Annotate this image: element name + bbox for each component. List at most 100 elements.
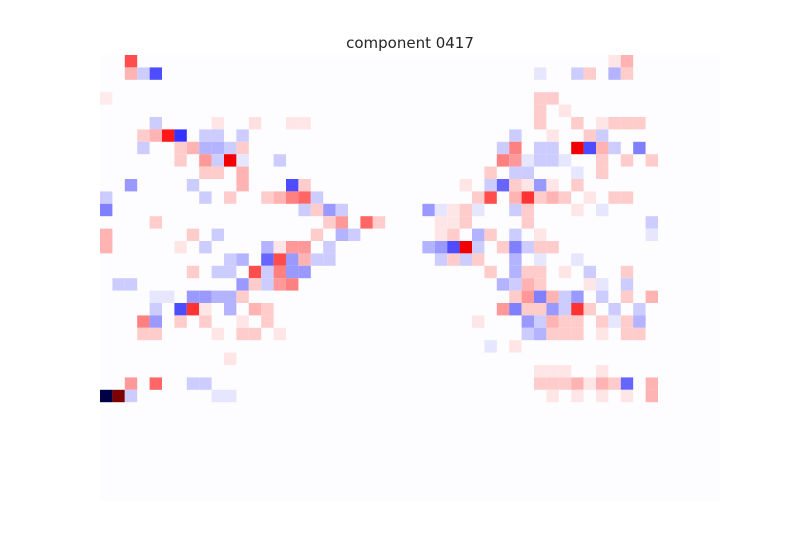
heatmap-cell-r9-c40 bbox=[596, 166, 609, 179]
heatmap-cell-r18-c15 bbox=[286, 278, 299, 291]
heatmap-cell-r26-c36 bbox=[546, 377, 559, 390]
heatmap-cell-r17-c10 bbox=[224, 265, 237, 279]
heatmap-cell-r15-c26 bbox=[422, 241, 435, 254]
heatmap-cell-r6-c4 bbox=[149, 129, 162, 142]
heatmap-cell-r8-c35 bbox=[534, 154, 547, 167]
heatmap-cell-r8-c8 bbox=[199, 154, 212, 167]
heatmap-cell-r15-c27 bbox=[434, 241, 448, 254]
heatmap-cell-r11-c42 bbox=[620, 191, 634, 204]
heatmap-cell-r8-c36 bbox=[546, 154, 559, 167]
heatmap-cell-r11-c17 bbox=[310, 191, 324, 204]
heatmap-cell-r14-c28 bbox=[447, 228, 460, 241]
heatmap-cell-r7-c33 bbox=[509, 141, 522, 155]
heatmap-cell-r14-c30 bbox=[472, 228, 485, 241]
heatmap-cell-r26-c37 bbox=[558, 377, 572, 390]
heatmap-cell-r5-c4 bbox=[149, 117, 162, 130]
heatmap-cell-r21-c38 bbox=[571, 315, 584, 328]
heatmap-cell-r12-c38 bbox=[571, 203, 584, 217]
heatmap-cell-r22-c34 bbox=[521, 327, 534, 341]
heatmap-cell-r15-c14 bbox=[273, 241, 286, 254]
heatmap-cell-r8-c37 bbox=[558, 154, 572, 167]
heatmap-cell-r22-c36 bbox=[546, 327, 559, 341]
heatmap-cell-r1-c42 bbox=[620, 67, 634, 80]
heatmap-cell-r27-c10 bbox=[224, 389, 237, 403]
heatmap-cell-r16-c35 bbox=[534, 253, 547, 266]
heatmap-cell-r15-c28 bbox=[447, 241, 460, 254]
heatmap-cell-r22-c14 bbox=[273, 327, 286, 341]
heatmap-cell-r11-c37 bbox=[558, 191, 572, 204]
heatmap-cell-r17-c13 bbox=[261, 265, 274, 279]
heatmap-cell-r8-c42 bbox=[620, 154, 634, 167]
heatmap-cell-r11-c31 bbox=[484, 191, 497, 204]
heatmap-cell-r18-c13 bbox=[261, 278, 274, 291]
heatmap-cell-r21-c6 bbox=[174, 315, 187, 328]
heatmap-cell-r21-c35 bbox=[534, 315, 547, 328]
heatmap-cell-r15-c29 bbox=[459, 241, 472, 254]
heatmap-cell-r0-c42 bbox=[620, 55, 634, 68]
heatmap-cell-r11-c30 bbox=[472, 191, 485, 204]
heatmap-cell-r6-c5 bbox=[162, 129, 175, 142]
heatmap-cell-r11-c14 bbox=[273, 191, 286, 204]
heatmap-cell-r19-c8 bbox=[199, 290, 212, 303]
heatmap-cell-r25-c35 bbox=[534, 365, 547, 378]
heatmap-cell-r8-c14 bbox=[273, 154, 286, 167]
heatmap-cell-r18-c1 bbox=[112, 278, 125, 291]
heatmap-cell-r19-c35 bbox=[534, 290, 547, 303]
heatmap-cell-r9-c34 bbox=[521, 166, 534, 179]
heatmap-cell-r15-c13 bbox=[261, 241, 274, 254]
heatmap-cell-r12-c26 bbox=[422, 203, 435, 217]
heatmap-cell-r8-c6 bbox=[174, 154, 187, 167]
heatmap-cell-r19-c10 bbox=[224, 290, 237, 303]
heatmap-cell-r4-c37 bbox=[558, 104, 572, 117]
heatmap-cell-r27-c1 bbox=[112, 389, 125, 403]
chart-title: component 0417 bbox=[346, 34, 474, 52]
heatmap-cell-r11-c13 bbox=[261, 191, 274, 204]
heatmap-cell-r22-c4 bbox=[149, 327, 162, 341]
heatmap-cell-r17-c31 bbox=[484, 265, 497, 279]
heatmap-cell-r17-c34 bbox=[521, 265, 534, 279]
heatmap-cell-r13-c27 bbox=[434, 216, 448, 229]
heatmap-cell-r19-c7 bbox=[186, 290, 200, 303]
heatmap-cell-r12-c34 bbox=[521, 203, 534, 217]
heatmap-cell-r9-c9 bbox=[211, 166, 224, 179]
heatmap-cell-r22-c43 bbox=[633, 327, 646, 341]
heatmap-cell-r17-c14 bbox=[273, 265, 286, 279]
heatmap-cell-r21-c36 bbox=[546, 315, 559, 328]
heatmap-cell-r7-c36 bbox=[546, 141, 559, 155]
heatmap-cell-r5-c35 bbox=[534, 117, 547, 130]
heatmap-cell-r27-c38 bbox=[571, 389, 584, 403]
heatmap-cell-r22-c40 bbox=[596, 327, 609, 341]
heatmap-cell-r18-c11 bbox=[236, 278, 249, 291]
heatmap-cell-r12-c17 bbox=[310, 203, 324, 217]
heatmap-cell-r27-c2 bbox=[124, 389, 138, 403]
heatmap-cell-r4-c35 bbox=[534, 104, 547, 117]
heatmap-cell-r7-c10 bbox=[224, 141, 237, 155]
heatmap-cell-r18-c42 bbox=[620, 278, 634, 291]
heatmap-cell-r8-c44 bbox=[645, 154, 658, 167]
heatmap-cell-r16-c15 bbox=[286, 253, 299, 266]
heatmap-cell-r15-c16 bbox=[298, 241, 311, 254]
heatmap-cell-r20-c7 bbox=[186, 303, 200, 316]
heatmap-cell-r8-c40 bbox=[596, 154, 609, 167]
heatmap-cell-r19-c5 bbox=[162, 290, 175, 303]
heatmap-cell-r19-c9 bbox=[211, 290, 224, 303]
heatmap-cell-r21-c11 bbox=[236, 315, 249, 328]
heatmap-cell-r17-c7 bbox=[186, 265, 200, 279]
heatmap-cell-r5-c9 bbox=[211, 117, 224, 130]
heatmap-cell-r16-c11 bbox=[236, 253, 249, 266]
heatmap-cell-r16-c38 bbox=[571, 253, 584, 266]
heatmap-cell-r8-c9 bbox=[211, 154, 224, 167]
heatmap-cell-r14-c31 bbox=[484, 228, 497, 241]
heatmap-cell-r20-c37 bbox=[558, 303, 572, 316]
heatmap-cell-r8-c11 bbox=[236, 154, 249, 167]
heatmap-cell-r14-c27 bbox=[434, 228, 448, 241]
heatmap-cell-r21-c8 bbox=[199, 315, 212, 328]
heatmap-cell-r18-c35 bbox=[534, 278, 547, 291]
heatmap-cell-r7-c38 bbox=[571, 141, 584, 155]
heatmap-cell-r6-c3 bbox=[137, 129, 150, 142]
heatmap-cell-r27-c9 bbox=[211, 389, 224, 403]
heatmap-cell-r12-c29 bbox=[459, 203, 472, 217]
heatmap-cell-r15-c35 bbox=[534, 241, 547, 254]
heatmap-cell-r15-c18 bbox=[323, 241, 336, 254]
heatmap-cell-r20-c32 bbox=[496, 303, 510, 316]
